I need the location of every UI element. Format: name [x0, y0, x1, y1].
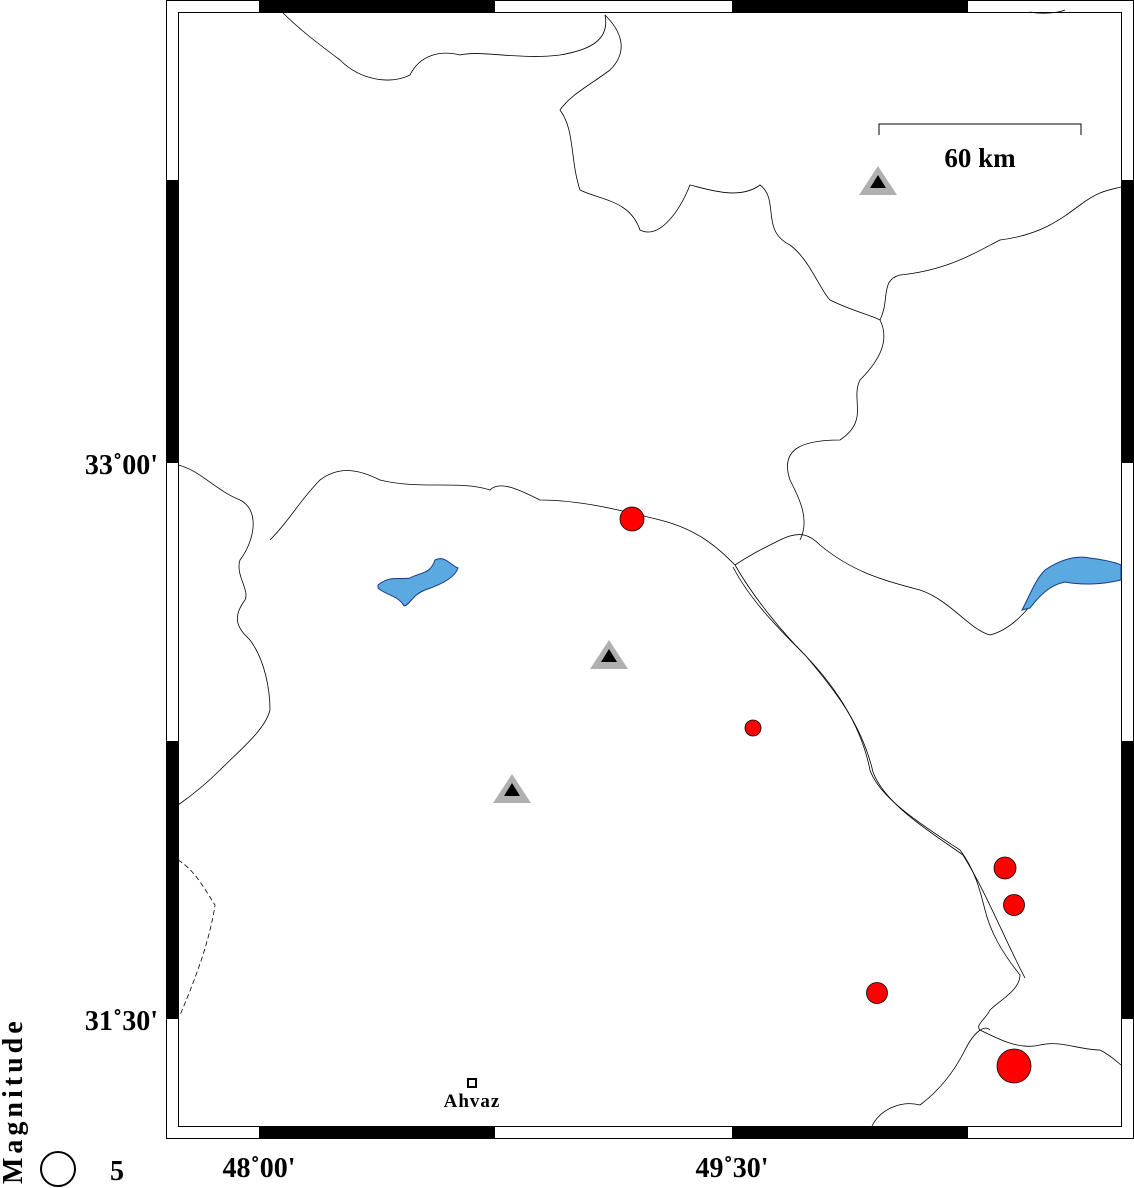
event-circle-icon[interactable] — [619, 506, 645, 532]
magnitude-legend: Magnitude 5 — [0, 1017, 124, 1187]
event-circle-icon[interactable] — [866, 982, 888, 1004]
map-frame — [166, 0, 1134, 1139]
station-triangle-icon[interactable] — [590, 640, 628, 669]
station-triangle-icon[interactable] — [859, 166, 897, 195]
lake-east — [1021, 556, 1122, 611]
event-circle-icon[interactable] — [996, 1048, 1032, 1084]
event-circle-icon[interactable] — [744, 719, 762, 737]
city-square-icon — [467, 1078, 477, 1088]
city-ahvaz: Ahvaz — [444, 1078, 501, 1112]
y-tick-label: 31˚30' — [85, 1006, 158, 1037]
event-circle-icon[interactable] — [993, 856, 1017, 880]
y-tick-label: 33˚00' — [85, 450, 158, 481]
boundaries — [177, 9, 1122, 1127]
legend-circle-icon — [40, 1151, 76, 1187]
legend-title: Magnitude — [0, 1017, 29, 1184]
x-tick-label: 49˚30' — [695, 1153, 768, 1184]
city-label: Ahvaz — [444, 1091, 501, 1112]
scale-bar: 60 km — [878, 123, 1082, 173]
lake-west — [377, 558, 459, 607]
water-bodies — [377, 556, 1122, 611]
x-tick-label: 48˚00' — [222, 1153, 295, 1184]
station-triangle-icon[interactable] — [493, 774, 531, 803]
events — [619, 506, 1032, 1084]
event-circle-icon[interactable] — [1003, 894, 1025, 916]
scale-bar-label: 60 km — [944, 143, 1016, 173]
legend-entry-label: 5 — [110, 1156, 124, 1187]
stations — [493, 166, 897, 803]
